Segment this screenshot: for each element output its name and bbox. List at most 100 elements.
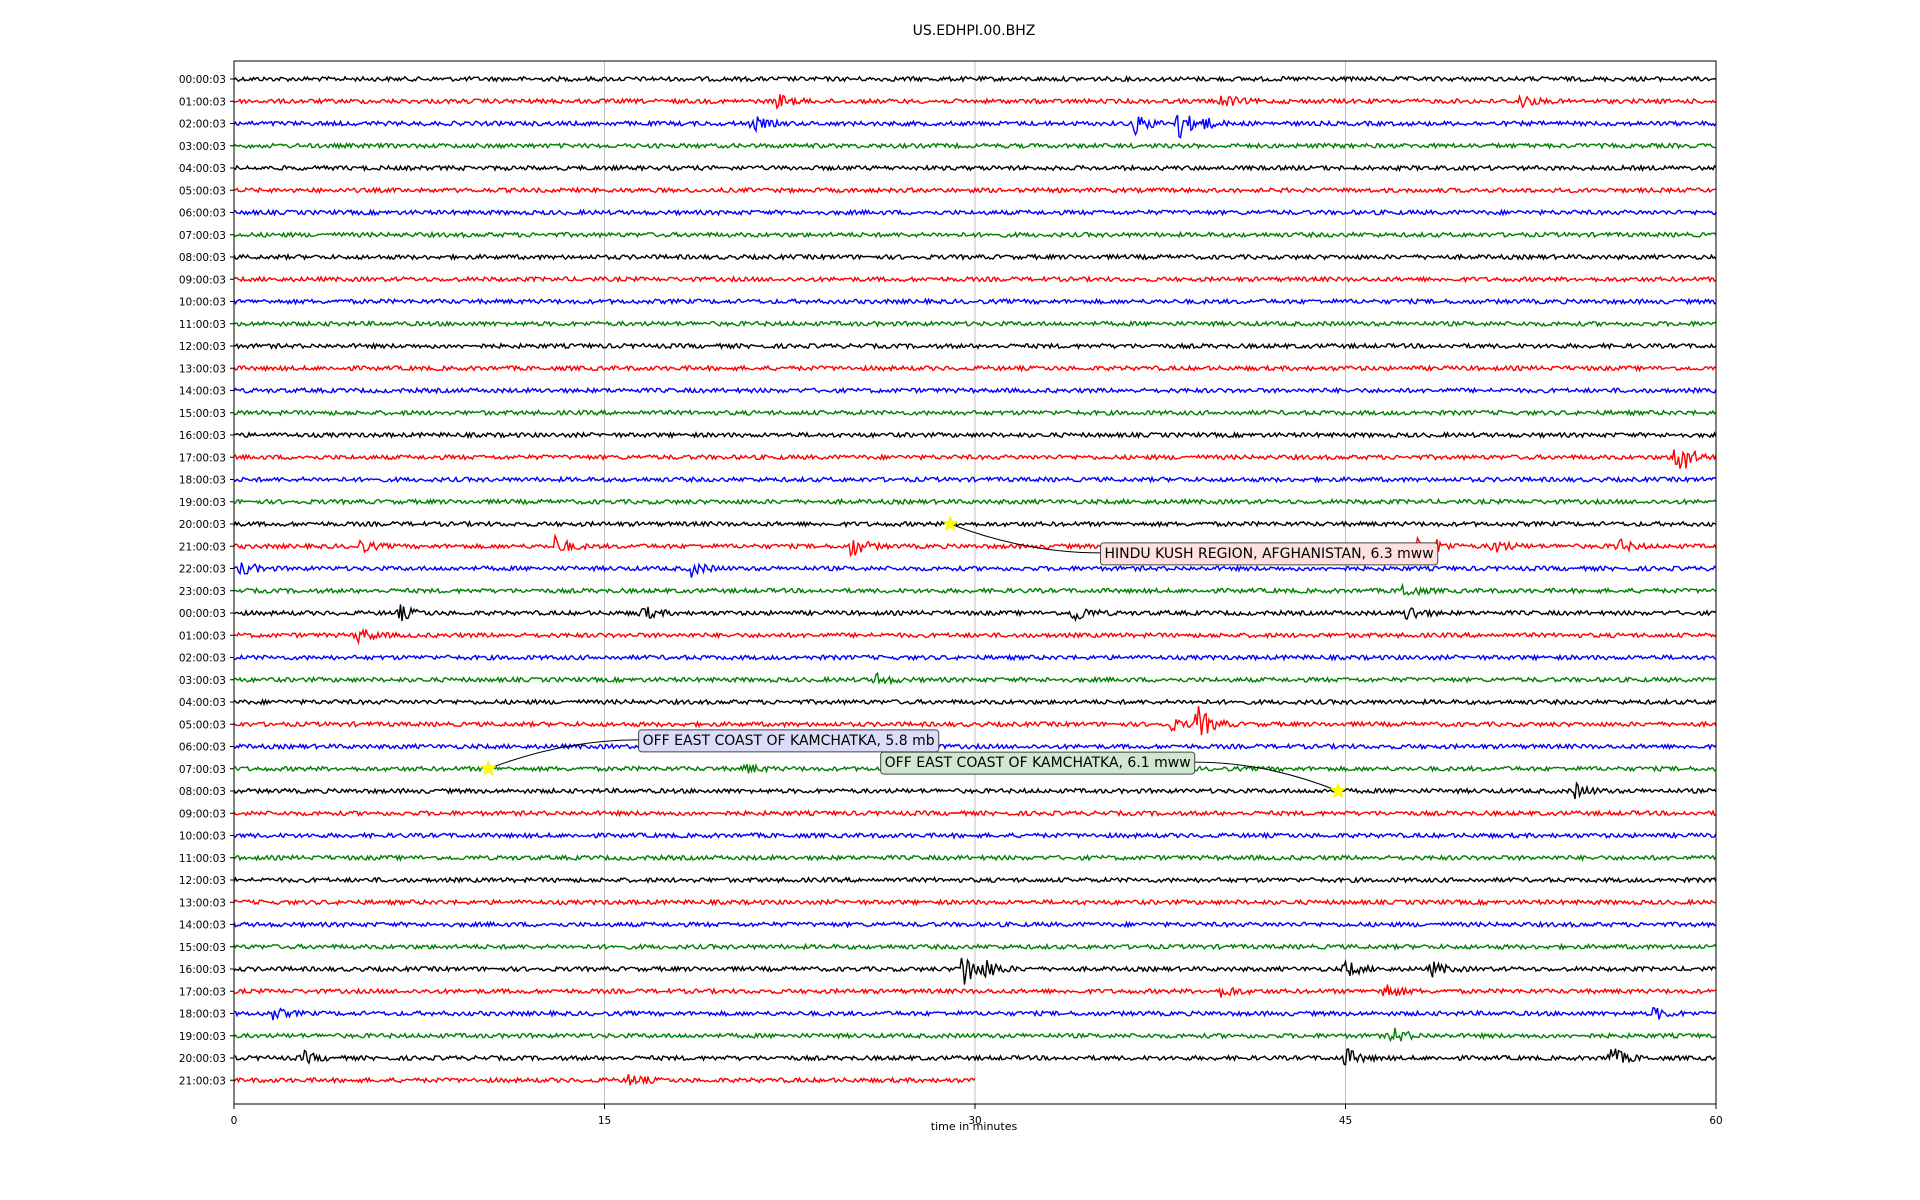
trace-line — [233, 831, 1717, 840]
y-tick-label: 07:00:03 — [179, 230, 226, 242]
y-tick-label: 06:00:03 — [179, 742, 226, 754]
y-tick-label: 04:00:03 — [179, 697, 226, 709]
trace-line — [233, 93, 1717, 111]
trace-line — [233, 208, 1717, 217]
trace-line — [233, 876, 1717, 884]
y-tick-label: 15:00:03 — [179, 408, 226, 420]
trace-line — [233, 141, 1717, 150]
trace-line — [233, 319, 1717, 328]
y-tick-label: 00:00:03 — [179, 74, 226, 86]
x-tick-label: 0 — [231, 1115, 238, 1127]
y-tick-label: 02:00:03 — [179, 653, 226, 665]
y-tick-label: 03:00:03 — [179, 141, 226, 153]
y-tick-label: 00:00:03 — [179, 608, 226, 620]
trace-line — [233, 114, 1717, 139]
trace-line — [233, 1074, 976, 1086]
event-label: OFF EAST COAST OF KAMCHATKA, 5.8 mb — [643, 733, 935, 749]
y-tick-label: 09:00:03 — [179, 274, 226, 286]
event-label-box — [880, 751, 1196, 775]
trace-line — [233, 297, 1717, 306]
trace-line — [233, 1027, 1717, 1043]
y-tick-label: 11:00:03 — [179, 853, 226, 865]
y-tick-label: 21:00:03 — [179, 1075, 226, 1087]
event-label: HINDU KUSH REGION, AFGHANISTAN, 6.3 mww — [1105, 546, 1434, 562]
event-connector — [488, 739, 639, 770]
y-tick-label: 01:00:03 — [179, 96, 226, 108]
x-tick-label: 45 — [1339, 1115, 1352, 1127]
y-tick-label: 05:00:03 — [179, 719, 226, 731]
y-tick-label: 05:00:03 — [179, 185, 226, 197]
trace-line — [233, 920, 1717, 929]
y-tick-label: 20:00:03 — [179, 519, 226, 531]
y-tick-label: 15:00:03 — [179, 942, 226, 954]
trace-line — [233, 364, 1717, 373]
trace-line — [233, 672, 1717, 686]
trace-line — [233, 562, 1717, 578]
trace-line — [233, 627, 1717, 646]
trace-line — [233, 1048, 1717, 1066]
x-tick-label: 15 — [598, 1115, 611, 1127]
event-star-marker — [480, 760, 497, 776]
y-tick-label: 12:00:03 — [179, 875, 226, 887]
event-connector — [1194, 761, 1339, 792]
event-star-marker — [1329, 782, 1347, 799]
trace-line — [233, 809, 1717, 818]
trace-line — [233, 957, 1717, 985]
trace-line — [234, 1006, 1717, 1021]
trace-line — [233, 519, 1717, 529]
trace-line — [233, 341, 1717, 351]
trace-line — [233, 475, 1717, 484]
y-tick-label: 14:00:03 — [179, 920, 226, 932]
y-tick-label: 19:00:03 — [179, 1031, 226, 1043]
y-tick-label: 18:00:03 — [179, 1009, 226, 1021]
event-annotations: HINDU KUSH REGION, AFGHANISTAN, 6.3 mww O… — [480, 515, 1439, 799]
trace-line — [234, 408, 1717, 417]
y-tick-labels: 00:00:03 01:00:03 02:00:03 03:00:03 04:00:03… — [179, 74, 234, 1087]
x-tick-label: 60 — [1709, 1115, 1722, 1127]
y-tick-label: 12:00:03 — [179, 341, 226, 353]
y-tick-label: 10:00:03 — [179, 831, 226, 843]
y-tick-label: 16:00:03 — [179, 964, 226, 976]
x-axis: 0 15 30 45 60 — [231, 1104, 1723, 1127]
x-axis-label: time in minutes — [931, 1120, 1018, 1133]
trace-group — [233, 74, 1717, 1086]
trace-line — [233, 386, 1717, 395]
y-tick-label: 07:00:03 — [179, 764, 226, 776]
trace-line — [233, 230, 1717, 239]
y-tick-label: 14:00:03 — [179, 386, 226, 398]
y-tick-label: 18:00:03 — [179, 475, 226, 487]
trace-line — [233, 781, 1717, 800]
y-tick-label: 23:00:03 — [179, 586, 226, 598]
y-tick-label: 02:00:03 — [179, 119, 226, 131]
y-tick-label: 19:00:03 — [179, 497, 226, 509]
event-star-marker — [942, 515, 959, 532]
trace-line — [233, 533, 1717, 562]
trace-line — [233, 853, 1717, 862]
x-tick-label: 30 — [968, 1115, 981, 1127]
event-connector — [950, 523, 1101, 554]
y-tick-label: 09:00:03 — [179, 808, 226, 820]
y-tick-label: 01:00:03 — [179, 630, 226, 642]
trace-line — [233, 984, 1717, 998]
trace-line — [233, 497, 1717, 506]
y-tick-label: 08:00:03 — [179, 252, 226, 264]
y-tick-label: 03:00:03 — [179, 675, 226, 687]
trace-line — [233, 449, 1717, 469]
y-tick-label: 17:00:03 — [179, 452, 226, 464]
trace-line — [233, 705, 1717, 736]
trace-line — [233, 163, 1717, 173]
trace-line — [233, 252, 1717, 262]
trace-line — [233, 898, 1717, 907]
trace-line — [233, 942, 1717, 951]
y-tick-label: 13:00:03 — [179, 363, 226, 375]
y-tick-label: 04:00:03 — [179, 163, 226, 175]
trace-line — [233, 582, 1717, 597]
trace-line — [233, 604, 1717, 623]
trace-line — [233, 742, 1717, 751]
trace-line — [233, 431, 1717, 440]
trace-line — [233, 275, 1717, 284]
trace-line — [233, 186, 1717, 195]
y-tick-label: 06:00:03 — [179, 208, 226, 220]
